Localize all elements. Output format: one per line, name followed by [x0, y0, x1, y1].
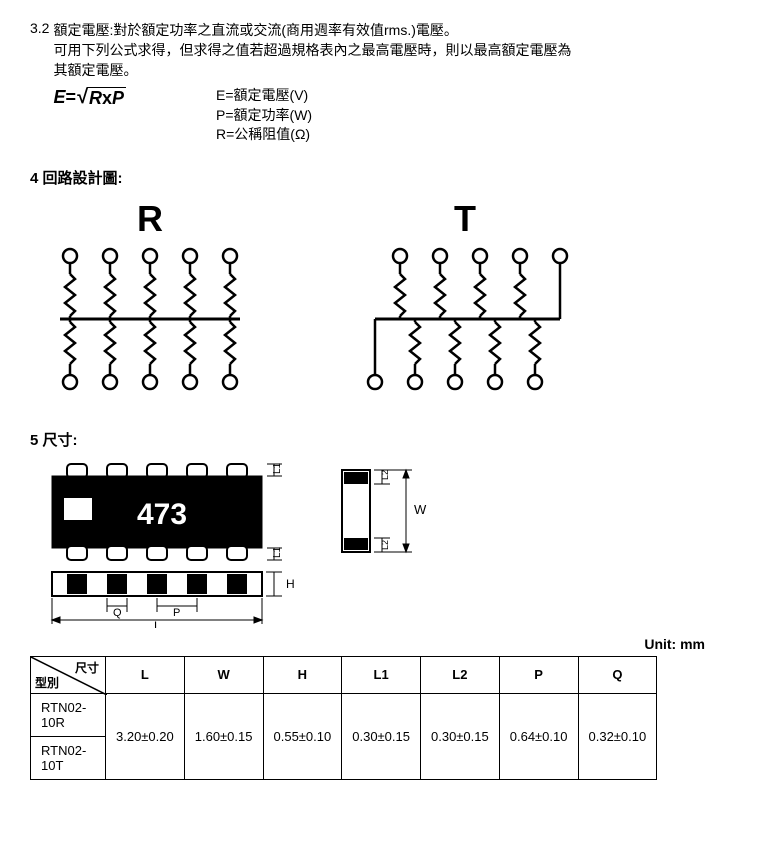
eq-E: E — [53, 87, 65, 108]
sec4-title: 4 回路設計圖: — [30, 167, 745, 188]
sec32-line3: 其額定電壓。 — [53, 60, 745, 80]
sqrt-icon: √ RxP — [76, 86, 126, 109]
radical-icon: √ — [76, 86, 87, 109]
circuit-diagrams: R — [50, 198, 745, 397]
dim-l: L — [154, 619, 161, 628]
circuit-r-svg — [50, 244, 250, 394]
sec32-line1: 額定電壓:對於額定功率之直流或交流(商用週率有效值rms.)電壓。 — [53, 20, 745, 40]
table-row: RTN02-10R 3.20±0.20 1.60±0.15 0.55±0.10 … — [31, 693, 657, 736]
row-name-0: RTN02-10R — [31, 693, 106, 736]
circuit-t: T — [360, 198, 570, 397]
table-corner-cell: 尺寸 型別 — [31, 656, 106, 693]
dim-q: Q — [113, 607, 122, 619]
val-Q: 0.32±0.10 — [578, 693, 657, 779]
eq-P: P — [112, 88, 124, 108]
circuit-t-svg — [360, 244, 570, 394]
col-L: L — [106, 656, 185, 693]
chip-side-view: H Q P L — [42, 568, 312, 628]
col-L1: L1 — [342, 656, 421, 693]
col-H: H — [263, 656, 342, 693]
sec32-number: 3.2 — [30, 20, 49, 145]
val-L: 3.20±0.20 — [106, 693, 185, 779]
sqrt-body: RxP — [87, 87, 126, 109]
formula-row: E = √ RxP E=額定電壓(V) P=額定功率(W) R=公稱阻值(Ω) — [53, 86, 745, 145]
circuit-t-label: T — [360, 198, 570, 240]
eq-R: R — [89, 88, 102, 108]
sec32-line2: 可用下列公式求得，但求得之值若超過規格表內之最高電壓時，則以最高額定電壓為 — [53, 40, 745, 60]
val-L2: 0.30±0.15 — [421, 693, 500, 779]
dim-l1-bot: L1 — [272, 546, 283, 558]
dim-l1-top: L1 — [272, 462, 283, 474]
col-Q: Q — [578, 656, 657, 693]
chip-end-view: L2 L2 W — [334, 462, 434, 572]
val-P: 0.64±0.10 — [499, 693, 578, 779]
col-W: W — [184, 656, 263, 693]
sec32-body: 額定電壓:對於額定功率之直流或交流(商用週率有效值rms.)電壓。 可用下列公式… — [53, 20, 745, 145]
dim-left-col: 473 L1 L1 H — [42, 462, 312, 628]
dim-l2-bot: L2 — [380, 540, 390, 550]
dim-p: P — [173, 607, 180, 619]
col-L2: L2 — [421, 656, 500, 693]
corner-top-label: 尺寸 — [75, 659, 99, 676]
sec5-title: 5 尺寸: — [30, 429, 745, 450]
circuit-r: R — [50, 198, 250, 397]
dim-h: H — [286, 577, 295, 591]
def-E: E=額定電壓(V) — [216, 86, 312, 106]
def-P: P=額定功率(W) — [216, 106, 312, 126]
val-H: 0.55±0.10 — [263, 693, 342, 779]
val-L1: 0.30±0.15 — [342, 693, 421, 779]
corner-bot-label: 型別 — [35, 674, 59, 691]
dim-w: W — [414, 502, 427, 517]
formula-equation: E = √ RxP — [53, 86, 126, 109]
unit-label: Unit: mm — [30, 636, 745, 652]
section-3-2: 3.2 額定電壓:對於額定功率之直流或交流(商用週率有效值rms.)電壓。 可用… — [30, 20, 745, 145]
chip-code-text: 473 — [137, 498, 187, 531]
def-R: R=公稱阻值(Ω) — [216, 125, 312, 145]
circuit-r-label: R — [50, 198, 250, 240]
dim-l2-top: L2 — [380, 470, 390, 480]
table-header-row: 尺寸 型別 L W H L1 L2 P Q — [31, 656, 657, 693]
eq-equals: = — [65, 87, 76, 108]
eq-times: x — [102, 88, 112, 108]
col-P: P — [499, 656, 578, 693]
dimension-drawings: 473 L1 L1 H — [42, 462, 745, 628]
dimension-table: 尺寸 型別 L W H L1 L2 P Q RTN02-10R 3.20±0.2… — [30, 656, 657, 780]
row-name-1: RTN02-10T — [31, 736, 106, 779]
formula-defs: E=額定電壓(V) P=額定功率(W) R=公稱阻值(Ω) — [216, 86, 312, 145]
val-W: 1.60±0.15 — [184, 693, 263, 779]
chip-top-view: 473 L1 L1 — [42, 462, 302, 562]
